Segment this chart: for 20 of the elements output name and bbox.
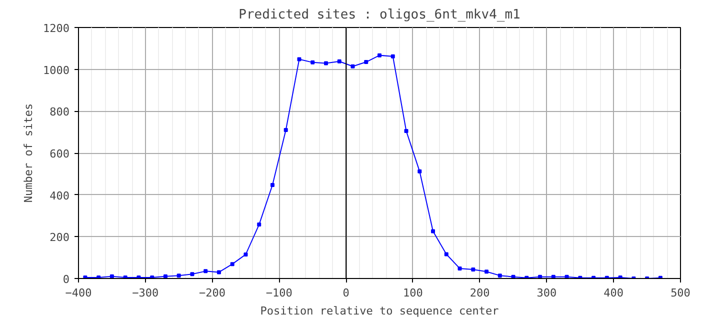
y-tick-label: 1200 — [43, 22, 70, 35]
x-tick-label: 300 — [536, 286, 557, 300]
x-tick-label: −400 — [65, 286, 92, 300]
x-tick-label: −300 — [132, 286, 159, 300]
y-tick-label: 800 — [50, 106, 70, 119]
chart-title: Predicted sites : oligos_6nt_mkv4_m1 — [238, 8, 520, 22]
x-tick-label: 500 — [670, 286, 690, 300]
y-tick-label: 400 — [50, 189, 70, 202]
y-tick-label: 0 — [62, 273, 70, 286]
y-tick-label: 1000 — [43, 64, 70, 77]
y-tick-label: 200 — [50, 231, 70, 244]
x-tick-label: −200 — [199, 286, 226, 300]
y-tick-label: 600 — [50, 148, 70, 160]
x-axis-title: Position relative to sequence center — [260, 304, 500, 318]
x-tick-label: 100 — [403, 286, 423, 300]
y-axis-title: Number of sites — [22, 103, 36, 203]
x-tick-label: −100 — [266, 286, 292, 300]
x-tick-label: 200 — [470, 286, 490, 300]
x-tick-label: 0 — [342, 286, 350, 300]
x-tick-label: 400 — [604, 286, 624, 300]
